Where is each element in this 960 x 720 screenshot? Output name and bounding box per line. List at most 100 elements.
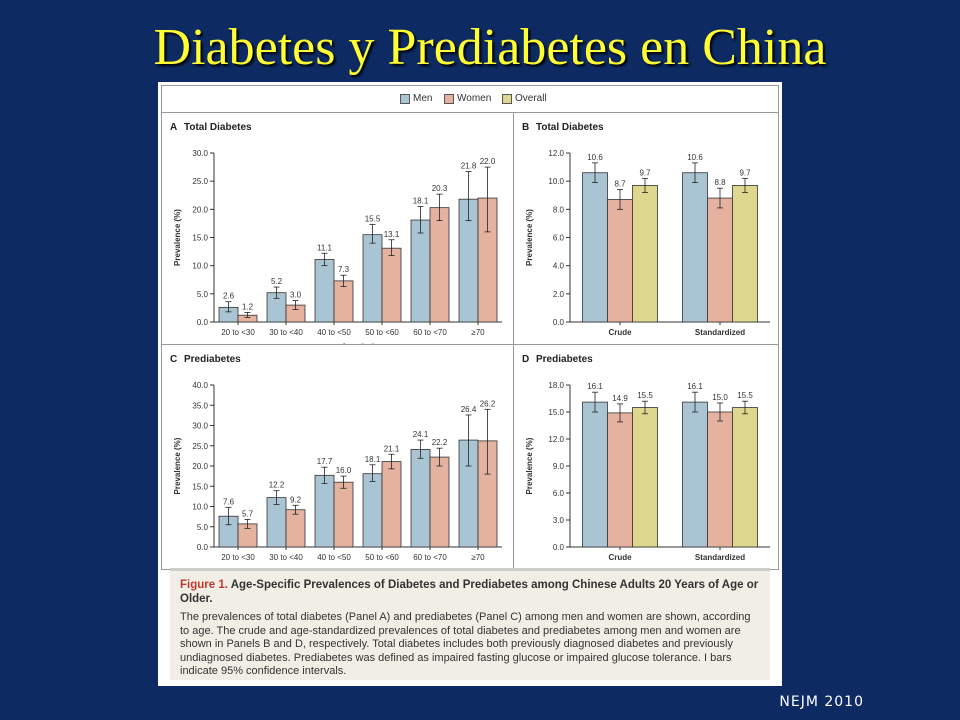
data-label-a: 20.3	[432, 184, 448, 193]
data-label-b: 10.6	[687, 153, 703, 162]
chart-panel-c: C Prediabetes 0.0 5.0 10.0 15.0 20.0 25.0 30.0 35…	[170, 354, 502, 569]
data-label-a: 11.1	[317, 243, 333, 252]
data-label-d: 16.1	[687, 382, 703, 391]
source-credit: NEJM 2010	[779, 694, 864, 710]
x-tick-label-c: 30 to <40	[269, 553, 303, 562]
data-label-a: 5.2	[271, 277, 283, 286]
data-label-c: 24.1	[413, 430, 429, 439]
legend-label-women: Women	[457, 93, 492, 104]
bar-c-men	[266, 497, 287, 548]
panel-title-a: Total Diabetes	[184, 122, 252, 133]
y-tick-label-b: 12.0	[548, 149, 564, 158]
data-label-c: 5.7	[242, 509, 254, 518]
bar-d-overall	[632, 407, 658, 548]
y-tick-label-a: 5.0	[197, 290, 209, 299]
bar-d-women	[707, 411, 733, 548]
x-tick-label-a: ≥70	[471, 328, 485, 337]
legend-swatch-overall	[502, 94, 512, 104]
caption-title: Age-Specific Prevalences of Diabetes and…	[180, 579, 759, 605]
data-label-c: 26.4	[461, 405, 477, 414]
data-label-c: 17.7	[317, 457, 333, 466]
data-label-a: 2.6	[223, 292, 235, 301]
data-label-a: 21.8	[461, 162, 477, 171]
data-label-b: 9.7	[639, 168, 651, 177]
figure-legend: Men Women Overall	[161, 85, 779, 113]
y-tick-label-c: 10.0	[192, 503, 208, 512]
y-tick-label-d: 6.0	[553, 489, 565, 498]
data-label-a: 7.3	[338, 265, 350, 274]
panel-b: B Total Diabetes 0.0 2.0 4.0 6.0 8.0 10.0 12.0 Pr…	[513, 112, 779, 345]
panel-letter-b: B	[522, 122, 529, 133]
y-axis-label-d: Prevalence (%)	[525, 437, 534, 494]
panel-letter-c: C	[170, 354, 177, 365]
x-tick-label-a: 20 to <30	[221, 328, 255, 337]
bar-b-women	[607, 199, 633, 323]
y-tick-label-c: 40.0	[192, 381, 208, 390]
data-label-c: 16.0	[336, 466, 352, 475]
bar-b-women	[707, 197, 733, 323]
data-label-b: 8.8	[714, 178, 726, 187]
panel-a: A Total Diabetes 0.0 5.0 10.0 15.0 20.0 25.0 30.…	[161, 112, 514, 345]
data-label-d: 15.5	[637, 391, 653, 400]
x-tick-label-a: 30 to <40	[269, 328, 303, 337]
y-tick-label-c: 20.0	[192, 462, 208, 471]
slide-title: Diabetes y Prediabetes en China	[153, 19, 827, 76]
y-tick-label-a: 0.0	[197, 318, 209, 327]
y-tick-label-a: 10.0	[192, 262, 208, 271]
bar-a-women	[429, 207, 450, 323]
x-axis-label-a: Age (yr)	[341, 342, 375, 344]
data-label-a: 22.0	[480, 157, 496, 166]
figure-panel: Men Women Overall A Total Diabetes 0.0 5.0 1…	[158, 82, 782, 686]
caption-label: Figure 1.	[180, 579, 228, 591]
bar-c-women	[333, 481, 354, 548]
panel-d: D Prediabetes 0.0 3.0 6.0 9.0 12.0 15.0 18.0 Prev…	[513, 344, 779, 570]
data-label-c: 26.2	[480, 399, 496, 408]
x-tick-label-d: Standardized	[695, 553, 745, 562]
legend-label-overall: Overall	[515, 93, 547, 104]
x-tick-label-a: 40 to <50	[317, 328, 351, 337]
bar-b-overall	[632, 184, 658, 323]
y-axis-label-a: Prevalence (%)	[173, 209, 182, 266]
data-label-a: 15.5	[365, 215, 381, 224]
y-tick-label-d: 3.0	[553, 516, 565, 525]
x-tick-label-d: Crude	[608, 553, 632, 562]
panel-letter-a: A	[170, 122, 177, 133]
bar-d-overall	[732, 407, 758, 548]
y-tick-label-a: 20.0	[192, 205, 208, 214]
y-tick-label-d: 12.0	[548, 435, 564, 444]
bar-b-men	[682, 172, 708, 323]
data-label-d: 15.5	[737, 391, 753, 400]
x-tick-label-b: Crude	[608, 328, 632, 337]
y-tick-label-d: 15.0	[548, 408, 564, 417]
caption-heading: Figure 1. Age-Specific Prevalences of Di…	[180, 579, 760, 606]
x-tick-label-c: 50 to <60	[365, 553, 399, 562]
panel-title-c: Prediabetes	[184, 354, 241, 365]
panel-title-d: Prediabetes	[536, 354, 593, 365]
bar-c-men	[362, 473, 383, 548]
figure-caption: Figure 1. Age-Specific Prevalences of Di…	[170, 568, 770, 680]
bar-d-men	[682, 401, 708, 548]
bar-c-men	[410, 448, 431, 548]
bar-c-men	[314, 474, 335, 548]
y-tick-label-b: 0.0	[553, 318, 565, 327]
x-tick-label-c: ≥70	[471, 553, 485, 562]
panel-c: C Prediabetes 0.0 5.0 10.0 15.0 20.0 25.0 30.0 35…	[161, 344, 514, 570]
bar-d-women	[607, 412, 633, 548]
chart-panel-d: D Prediabetes 0.0 3.0 6.0 9.0 12.0 15.0 18.0 Prev…	[522, 354, 770, 562]
data-label-b: 8.7	[614, 180, 626, 189]
y-tick-label-d: 9.0	[553, 462, 565, 471]
y-tick-label-b: 10.0	[548, 177, 564, 186]
bar-a-men	[314, 259, 335, 323]
data-label-a: 18.1	[413, 197, 429, 206]
bar-c-women	[381, 461, 402, 548]
data-label-c: 18.1	[365, 455, 381, 464]
y-tick-label-c: 25.0	[192, 442, 208, 451]
data-label-b: 9.7	[739, 168, 751, 177]
bar-c-women	[285, 509, 306, 548]
x-tick-label-b: Standardized	[695, 328, 745, 337]
y-tick-label-b: 4.0	[553, 262, 565, 271]
legend-swatch-men	[400, 94, 410, 104]
y-tick-label-a: 25.0	[192, 177, 208, 186]
bar-b-men	[582, 172, 608, 323]
panel-title-b: Total Diabetes	[536, 122, 604, 133]
